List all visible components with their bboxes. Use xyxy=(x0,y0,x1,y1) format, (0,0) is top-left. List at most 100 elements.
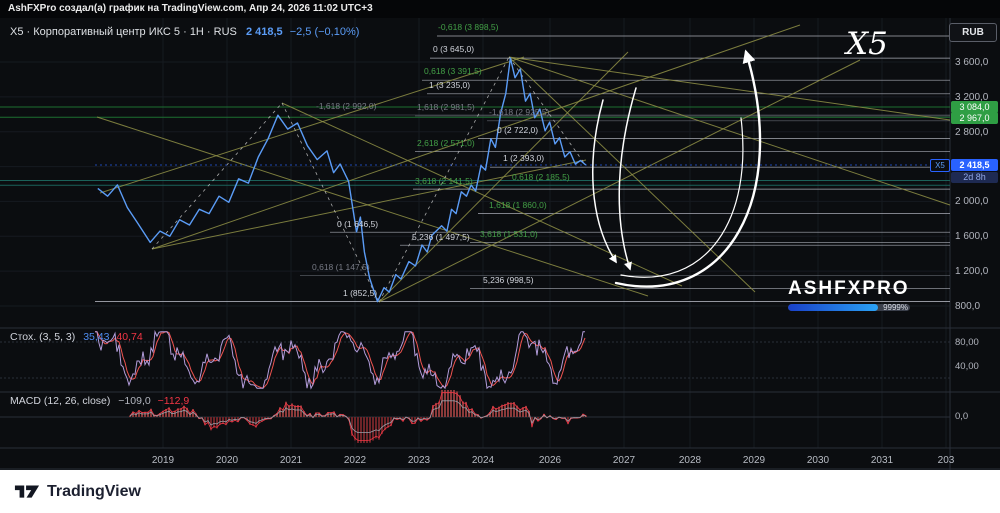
fib-label: 5,236 (998,5) xyxy=(483,275,534,285)
last-price: 2 418,5 xyxy=(245,26,283,38)
macd-histogram-bar xyxy=(462,401,464,417)
fib-label: 0,618 (3 391,5) xyxy=(424,66,482,76)
time-axis-label: 2031 xyxy=(870,455,894,466)
macd-histogram-bar xyxy=(369,417,371,443)
macd-histogram-bar xyxy=(294,405,296,417)
price-axis[interactable]: 3 600,03 200,02 800,02 400,02 000,01 600… xyxy=(950,18,1000,450)
macd-histogram-bar xyxy=(492,405,494,417)
macd-histogram-bar xyxy=(507,402,509,417)
time-axis[interactable]: 2019 2020 2021 2022 2023 2024 2026 2027 2028 2029… xyxy=(0,450,954,470)
trend-line xyxy=(508,56,756,293)
stoch-axis-label-80: 80,00 xyxy=(955,337,979,348)
time-axis-label: 2021 xyxy=(279,455,303,466)
macd-histogram-bar xyxy=(378,417,380,440)
macd-histogram-bar xyxy=(465,401,467,417)
trend-line xyxy=(151,24,801,250)
macd-signal-line xyxy=(129,392,587,441)
macd-histogram-bar xyxy=(414,417,416,424)
stoch-axis-label-40: 40,00 xyxy=(955,361,979,372)
macd-histogram-bar xyxy=(357,417,359,443)
macd-histogram-bar xyxy=(354,417,356,441)
macd-histogram-bar xyxy=(138,410,140,417)
price-line xyxy=(97,57,587,303)
time-axis-label: 2027 xyxy=(612,455,636,466)
trend-line xyxy=(96,116,649,297)
macd-histogram-bar xyxy=(231,417,233,423)
macd-histogram-bar xyxy=(432,405,434,417)
macd-histogram-bar xyxy=(453,390,455,417)
fib-label: 3,618 (1 531,0) xyxy=(480,229,538,239)
trend-line xyxy=(508,56,951,121)
macd-histogram-bar xyxy=(471,408,473,417)
watermark-progress-fill xyxy=(788,304,879,311)
macd-histogram-bar xyxy=(495,408,497,417)
macd-histogram-bar xyxy=(366,417,368,443)
macd-histogram-bar xyxy=(450,390,452,417)
macd-histogram-bar xyxy=(207,417,209,424)
fib-label: 1 (852,5) xyxy=(343,288,377,298)
time-axis-label: 2019 xyxy=(151,455,175,466)
hand-drawn-arrow xyxy=(614,49,762,288)
macd-histogram-bar xyxy=(141,412,143,417)
tradingview-logo[interactable]: TradingView xyxy=(14,483,141,501)
price-change: −2,5 (−0,10%) xyxy=(289,26,360,38)
fib-label: 1,618 (1 860,0) xyxy=(489,200,547,210)
macd-histogram-bar xyxy=(285,401,287,417)
price-tag-low: 2 967,0 xyxy=(951,112,998,124)
price-axis-label: 3 200,0 xyxy=(955,91,989,103)
macd-histogram-bar xyxy=(384,417,386,431)
macd-histogram-bar xyxy=(525,405,527,417)
macd-histogram-bar xyxy=(501,404,503,417)
macd-title: MACD (12, 26, close) xyxy=(10,395,111,407)
macd-histogram-bar xyxy=(585,415,587,417)
macd-histogram-bar xyxy=(504,403,506,417)
footer: TradingView xyxy=(0,470,1000,513)
stochastic-legend[interactable]: Стох. (3, 5, 3) 35,43 40,74 xyxy=(10,331,143,343)
macd-histogram-bar xyxy=(489,412,491,417)
macd-histogram-bar xyxy=(291,403,293,417)
price-axis-label: 2 000,0 xyxy=(955,196,989,208)
time-axis-label: 2029 xyxy=(742,455,766,466)
macd-histogram-bar xyxy=(447,390,449,417)
share-header-text: AshFXPro создал(а) график на TradingView… xyxy=(8,3,373,14)
fib-label: 0,618 (1 147,5) xyxy=(312,262,370,272)
macd-histogram-bar xyxy=(300,405,302,417)
macd-histogram-bar xyxy=(186,407,188,417)
macd-histogram-bar xyxy=(411,417,413,425)
macd-histogram-bar xyxy=(282,408,284,417)
macd-histogram-bar xyxy=(468,409,470,417)
macd-histogram-bar xyxy=(420,417,422,422)
macd-histogram-bar xyxy=(303,411,305,417)
stoch-d-line xyxy=(95,331,586,389)
macd-histogram-bar xyxy=(222,417,224,424)
time-axis-label: 2030 xyxy=(806,455,830,466)
macd-histogram-bar xyxy=(162,410,164,417)
macd-histogram-bar xyxy=(288,405,290,417)
watermark-percentage: 9999% xyxy=(883,304,908,311)
macd-histogram-bar xyxy=(516,405,518,417)
macd-histogram-bar xyxy=(459,395,461,417)
macd-histogram-bar xyxy=(372,417,374,441)
macd-histogram-bar xyxy=(441,390,443,417)
time-axis-label: 203 xyxy=(937,455,955,466)
price-axis-label: 2 800,0 xyxy=(955,126,989,138)
macd-histogram-bar xyxy=(144,411,146,417)
chart-canvas[interactable]: -0,618 (3 898,5) 0 (3 645,0) 0,618 (3 391,… xyxy=(0,18,1000,470)
macd-legend[interactable]: MACD (12, 26, close) −109,0 −112,9 xyxy=(10,395,189,407)
macd-histogram-bar xyxy=(252,417,254,426)
macd-histogram-bar xyxy=(297,405,299,417)
currency-button[interactable]: RUB xyxy=(949,23,997,42)
symbol-legend[interactable]: X5 · Корпоративный центр ИКС 5 · 1H · RU… xyxy=(10,26,359,38)
macd-histogram-bar xyxy=(360,417,362,443)
time-axis-label: 2020 xyxy=(215,455,239,466)
hand-drawn-arrow xyxy=(618,87,637,271)
macd-histogram-bar xyxy=(522,407,524,417)
fib-label: -1,618 (2 925,5) xyxy=(489,107,550,117)
macd-histogram-bar xyxy=(183,405,185,417)
watermark-progress-bar: 9999% xyxy=(788,304,910,311)
handwritten-x5-annotation: X5 xyxy=(846,26,888,62)
fib-label: 0 (3 645,0) xyxy=(433,44,474,54)
macd-histogram-bar xyxy=(381,417,383,435)
macd-histogram-bar xyxy=(132,411,134,417)
price-axis-label: 1 200,0 xyxy=(955,266,989,278)
